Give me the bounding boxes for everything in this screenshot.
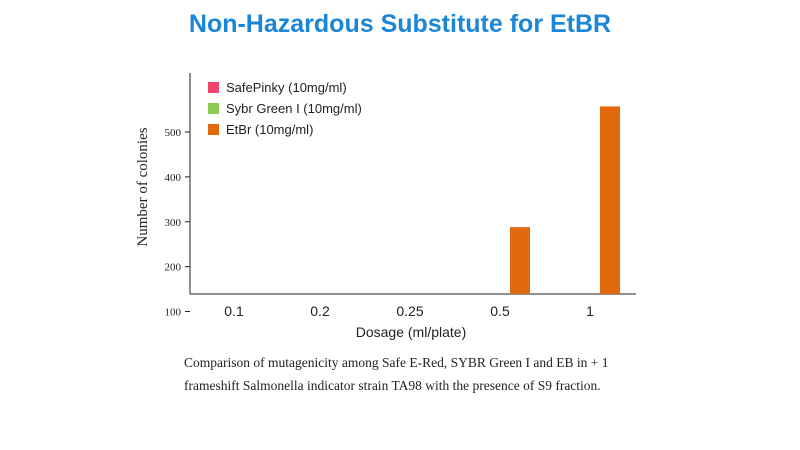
y-tick-label: 500	[165, 127, 182, 139]
y-tick-label: 300	[165, 217, 182, 229]
y-tick-label: 100	[165, 307, 182, 319]
x-ticks: 0.1 0.2 0.25 0.5 1	[224, 303, 594, 319]
chart-title: Non-Hazardous Substitute for EtBR	[188, 10, 612, 38]
legend-swatch	[208, 82, 219, 93]
legend-label: SafePinky (10mg/ml)	[226, 80, 347, 95]
legend-label: Sybr Green I (10mg/ml)	[226, 101, 362, 116]
bar-etbr-1	[600, 106, 620, 295]
figure-caption: Comparison of mutagenicity among Safe E-…	[184, 355, 609, 393]
y-axis-label: Number of colonies	[135, 127, 151, 246]
x-tick-label: 0.2	[310, 303, 330, 319]
x-tick-label: 0.5	[490, 303, 510, 319]
legend: SafePinky (10mg/ml) Sybr Green I (10mg/ml…	[208, 80, 362, 137]
x-tick-label: 0.1	[224, 303, 244, 319]
legend-swatch	[208, 124, 219, 135]
legend-swatch	[208, 103, 219, 114]
x-tick-label: 1	[586, 303, 594, 319]
bar-etbr-0_5	[510, 227, 530, 294]
y-ticks: 100 200 300 400 500	[165, 127, 190, 319]
bars	[510, 106, 620, 295]
x-axis-label: Dosage (ml/plate)	[356, 324, 467, 340]
y-tick-label: 400	[165, 172, 182, 184]
x-tick-label: 0.25	[396, 303, 423, 319]
y-tick-label: 200	[165, 262, 182, 274]
legend-label: EtBr (10mg/ml)	[226, 122, 313, 137]
